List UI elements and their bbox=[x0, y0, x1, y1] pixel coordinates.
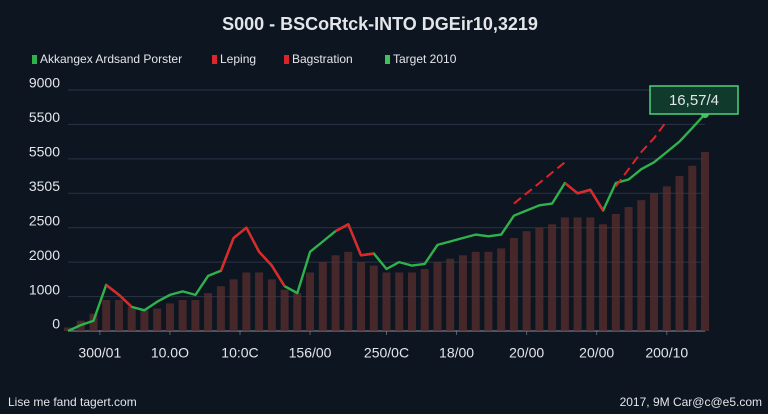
legend-marker bbox=[212, 55, 217, 64]
y-tick-label: 3505 bbox=[29, 178, 60, 194]
volume-bar bbox=[64, 327, 72, 331]
volume-bar bbox=[458, 255, 467, 331]
x-tick-label: 20/00 bbox=[579, 345, 614, 361]
x-tick-label: 200/10 bbox=[645, 345, 688, 361]
volume-bar bbox=[484, 251, 493, 331]
series-line bbox=[513, 120, 668, 205]
volume-bar bbox=[204, 293, 213, 331]
volume-bar bbox=[178, 300, 187, 331]
legend-marker bbox=[385, 55, 390, 64]
volume-bar bbox=[624, 207, 633, 331]
volume-bar bbox=[382, 272, 391, 331]
legend-label: Akkangex Ardsand Porster bbox=[40, 52, 182, 66]
x-tick-label: 10.0O bbox=[151, 345, 189, 361]
volume-bar bbox=[395, 272, 404, 331]
volume-bar bbox=[293, 293, 302, 331]
volume-bar bbox=[165, 303, 174, 331]
volume-bar bbox=[522, 231, 531, 331]
footer-right: 2017, 9M Car@c@e5.com bbox=[620, 395, 762, 409]
volume-bar bbox=[548, 224, 557, 331]
volume-bar bbox=[446, 258, 455, 331]
volume-bar bbox=[611, 213, 620, 331]
volume-bar bbox=[331, 255, 340, 331]
volume-bar bbox=[497, 248, 506, 331]
volume-bar bbox=[560, 217, 569, 331]
volume-bar bbox=[318, 262, 327, 331]
volume-bar bbox=[267, 279, 276, 331]
y-tick-label: 2500 bbox=[29, 212, 60, 228]
legend-label: Target 2010 bbox=[393, 52, 457, 66]
volume-bar bbox=[573, 217, 582, 331]
x-tick-label: 10:0C bbox=[221, 345, 258, 361]
y-tick-label: 9000 bbox=[29, 75, 60, 91]
footer-left: Lise me fand tagert.com bbox=[8, 395, 137, 409]
volume-bar bbox=[688, 165, 697, 331]
volume-bar bbox=[535, 227, 544, 331]
x-tick-label: 250/0C bbox=[364, 345, 409, 361]
volume-bar bbox=[357, 262, 366, 331]
volume-bar bbox=[280, 289, 289, 331]
y-tick-label: 0 bbox=[52, 316, 60, 332]
y-tick-label: 1000 bbox=[29, 281, 60, 297]
volume-bar bbox=[102, 300, 111, 331]
legend-marker bbox=[284, 55, 289, 64]
x-tick-label: 20/00 bbox=[509, 345, 544, 361]
legend-label: Leping bbox=[220, 52, 256, 66]
volume-bar bbox=[216, 286, 225, 331]
series-line bbox=[105, 182, 605, 308]
x-tick-label: 300/01 bbox=[78, 345, 121, 361]
volume-bar bbox=[229, 279, 238, 331]
volume-bar bbox=[89, 313, 98, 331]
volume-bar bbox=[433, 262, 442, 331]
volume-bar bbox=[255, 272, 264, 331]
volume-bar bbox=[471, 251, 480, 331]
volume-bar bbox=[701, 151, 709, 331]
volume-bar bbox=[586, 217, 595, 331]
volume-bar bbox=[344, 251, 353, 331]
volume-bar bbox=[153, 308, 162, 331]
y-tick-label: 5500 bbox=[29, 144, 60, 160]
volume-bar bbox=[369, 265, 378, 331]
volume-bar bbox=[127, 306, 136, 331]
annotation: 16,57/4 bbox=[669, 92, 719, 109]
volume-bar bbox=[306, 272, 315, 331]
chart-title: S000 - BSCoRtck-INTO DGEir10,3219 bbox=[222, 14, 538, 34]
y-tick-label: 2000 bbox=[29, 247, 60, 263]
volume-bar bbox=[599, 224, 608, 331]
volume-bar bbox=[407, 272, 416, 331]
annotation-box bbox=[649, 85, 739, 115]
volume-bar bbox=[420, 269, 429, 331]
volume-bar bbox=[191, 300, 200, 331]
legend-marker bbox=[32, 55, 37, 64]
volume-bar bbox=[662, 186, 671, 331]
legend-label: Bagstration bbox=[292, 52, 353, 66]
volume-bar bbox=[509, 238, 518, 331]
volume-bar bbox=[650, 193, 659, 331]
volume-bar bbox=[637, 200, 646, 331]
volume-bar bbox=[242, 272, 251, 331]
x-tick-label: 156/00 bbox=[289, 345, 332, 361]
volume-bar bbox=[140, 310, 149, 331]
y-tick-label: 5500 bbox=[29, 109, 60, 125]
volume-bar bbox=[114, 300, 123, 331]
x-tick-label: 18/00 bbox=[439, 345, 474, 361]
volume-bar bbox=[675, 176, 684, 331]
